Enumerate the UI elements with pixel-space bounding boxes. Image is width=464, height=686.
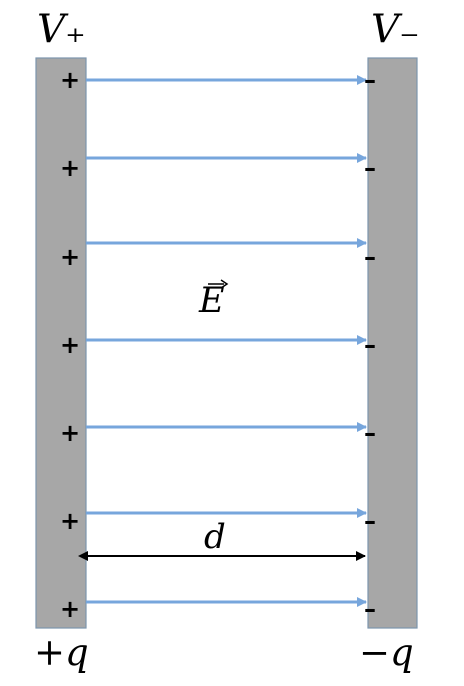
- positive-charge-sign-6: +: [60, 507, 80, 535]
- positive-charge-sign-2: +: [60, 154, 80, 182]
- negative-charge-label: −q: [359, 631, 414, 674]
- distance-label: d: [204, 517, 226, 557]
- positive-charge-sign-7: +: [60, 595, 80, 623]
- negative-charge-sign-7: –: [364, 595, 376, 623]
- positive-charge-sign-3: +: [60, 243, 80, 271]
- field-vector-arrow: [208, 279, 229, 289]
- negative-charge-sign-1: –: [364, 66, 376, 94]
- positive-voltage-label: V₊: [37, 7, 86, 52]
- negative-charge-sign-5: –: [364, 419, 376, 447]
- electric-field-label: E: [198, 281, 225, 321]
- negative-charge-sign-3: –: [364, 243, 376, 271]
- negative-charge-sign-6: –: [364, 507, 376, 535]
- negative-charge-sign-4: –: [364, 331, 376, 359]
- negative-voltage-label: V₋: [371, 7, 420, 52]
- negative-charge-sign-2: –: [364, 154, 376, 182]
- field-lines: [86, 75, 367, 607]
- positive-charge-sign-4: +: [60, 331, 80, 359]
- negative-plate: [367, 57, 418, 629]
- positive-charge-label: +q: [34, 631, 89, 674]
- charges: + – + – + – + – + – + – + –: [60, 66, 376, 623]
- positive-charge-sign-5: +: [60, 419, 80, 447]
- positive-charge-sign-1: +: [60, 66, 80, 94]
- positive-plate: [35, 57, 87, 629]
